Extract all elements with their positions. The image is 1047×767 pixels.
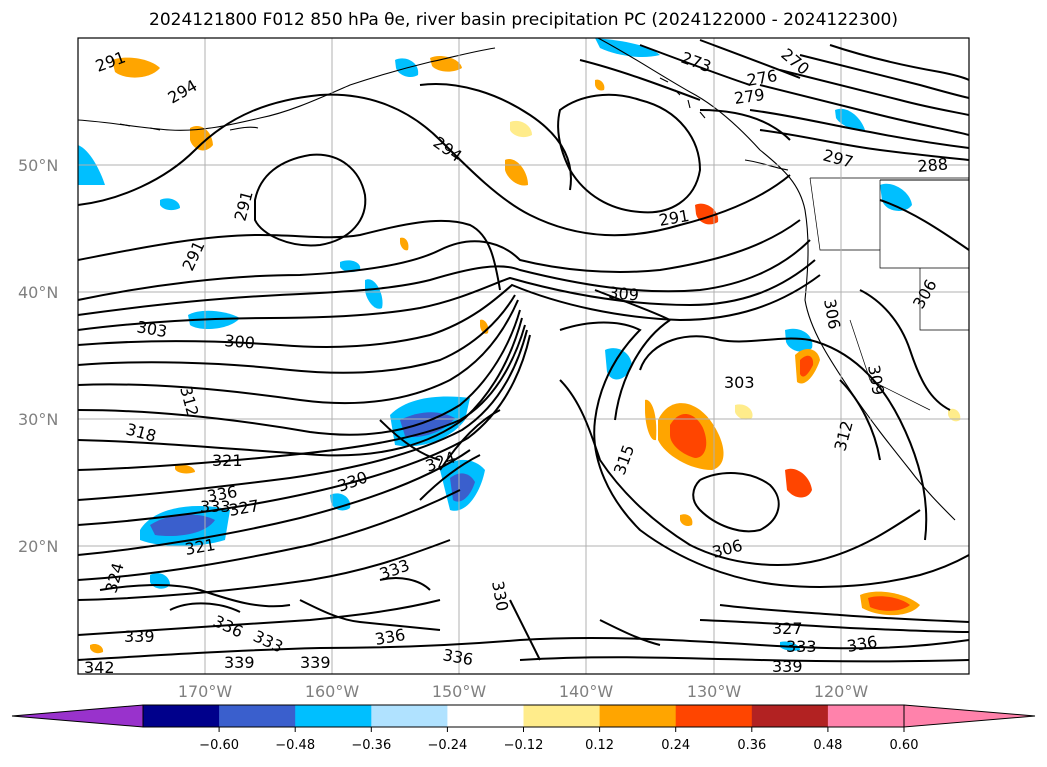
colorbar-tick-label: 0.12 [585, 738, 614, 753]
contour-label: 288 [917, 154, 949, 176]
colorbar-tick-label: 0.24 [661, 738, 690, 753]
colorbar: −0.60 −0.48 −0.36 −0.24 −0.12 0.12 0.24 0.36 0.4… [11, 704, 1036, 753]
contour-labels: 291 294 291 291 303 300 312 318 321 336 … [84, 45, 949, 677]
lon-label: 120°W [814, 682, 869, 701]
borders [809, 177, 969, 411]
lon-label: 140°W [559, 682, 614, 701]
contour-label: 339 [772, 657, 803, 676]
colorbar-bin [371, 705, 448, 727]
contour-label: 321 [212, 451, 243, 470]
contour-label: 300 [224, 331, 256, 353]
colorbar-bin [295, 705, 372, 727]
contour-label: 339 [224, 653, 255, 672]
colorbar-tick-label: −0.36 [351, 738, 391, 753]
map-panel: 291 294 291 291 303 300 312 318 321 336 … [18, 37, 970, 701]
colorbar-bin [675, 705, 753, 727]
colorbar-over-extend [903, 704, 1036, 728]
longitude-labels: 170°W 160°W 150°W 140°W 130°W 120°W [178, 682, 869, 701]
contour-label: 303 [724, 373, 755, 392]
contour-label: 333 [200, 497, 231, 516]
lat-label: 40°N [18, 283, 58, 302]
lat-label: 20°N [18, 537, 58, 556]
colorbar-under-extend [11, 704, 144, 728]
colorbar-tick-label: 0.36 [737, 738, 766, 753]
theta-e-contours [77, 39, 970, 663]
contour-label: 342 [84, 658, 115, 677]
contour-label: 327 [772, 619, 803, 638]
colorbar-bin [447, 705, 524, 727]
lon-label: 130°W [687, 682, 742, 701]
colorbar-bin [751, 705, 829, 727]
colorbar-tick-label: −0.12 [504, 738, 544, 753]
lat-label: 30°N [18, 410, 58, 429]
colorbar-bin [599, 705, 677, 727]
lon-label: 170°W [178, 682, 233, 701]
colorbar-bin [827, 705, 905, 727]
colorbar-tick-label: −0.48 [275, 738, 315, 753]
contour-label: 279 [733, 85, 766, 108]
lon-label: 160°W [305, 682, 360, 701]
contour-label: 339 [300, 653, 331, 672]
lat-label: 50°N [18, 156, 58, 175]
colorbar-tick-label: 0.48 [813, 738, 842, 753]
colorbar-tick-label: −0.24 [427, 738, 467, 753]
coastlines [77, 37, 969, 521]
contour-label: 309 [608, 283, 640, 305]
colorbar-tick-label: −0.60 [199, 738, 239, 753]
colorbar-tick-label: 0.60 [890, 738, 919, 753]
colorbar-bin [219, 705, 296, 727]
contour-label: 333 [786, 637, 817, 656]
contour-label: 339 [124, 627, 155, 646]
map-title: 2024121800 F012 850 hPa θe, river basin … [149, 10, 898, 30]
lon-label: 150°W [432, 682, 487, 701]
colorbar-bin [143, 705, 220, 727]
latitude-labels: 50°N 40°N 30°N 20°N [18, 156, 58, 556]
colorbar-bin [523, 705, 601, 727]
